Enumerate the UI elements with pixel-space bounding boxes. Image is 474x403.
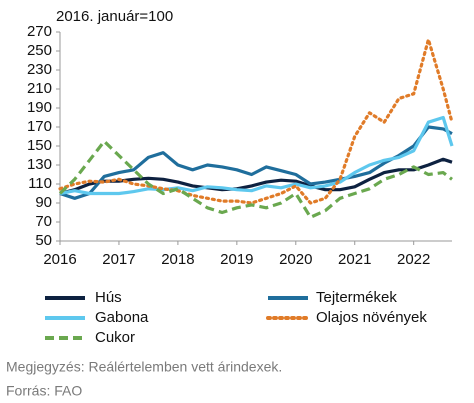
series-line <box>58 38 454 205</box>
legend-label: Olajos növények <box>316 309 427 326</box>
chart-subtitle: 2016. január=100 <box>56 8 173 25</box>
y-tick-label: 130 <box>27 156 52 173</box>
footnote: Megjegyzés: Reálértelemben vett árindexe… <box>6 359 282 375</box>
y-tick-label: 90 <box>35 194 52 211</box>
y-tick-label: 190 <box>27 99 52 116</box>
legend-label: Gabona <box>95 309 149 326</box>
legend-label: Tejtermékek <box>316 289 397 306</box>
y-tick-label: 170 <box>27 118 52 135</box>
y-tick-label: 150 <box>27 137 52 154</box>
x-tick-label: 2018 <box>161 251 194 268</box>
x-tick-label: 2016 <box>43 251 76 268</box>
y-tick-label: 110 <box>28 175 52 192</box>
y-tick-label: 210 <box>27 80 52 97</box>
y-tick-label: 270 <box>27 23 52 40</box>
y-tick-label: 50 <box>35 232 52 249</box>
y-tick-label: 230 <box>27 61 52 78</box>
x-tick-label: 2020 <box>279 251 312 268</box>
x-tick-label: 2017 <box>102 251 135 268</box>
legend-label: Hús <box>95 289 122 306</box>
x-tick-label: 2022 <box>397 251 430 268</box>
x-tick-label: 2019 <box>220 251 253 268</box>
footnote: Forrás: FAO <box>6 383 82 399</box>
y-tick-label: 70 <box>35 213 52 230</box>
series-line <box>59 115 454 196</box>
series-line <box>58 139 453 219</box>
x-tick-label: 2021 <box>338 251 371 268</box>
legend-label: Cukor <box>95 329 135 346</box>
y-tick-label: 250 <box>27 42 52 59</box>
